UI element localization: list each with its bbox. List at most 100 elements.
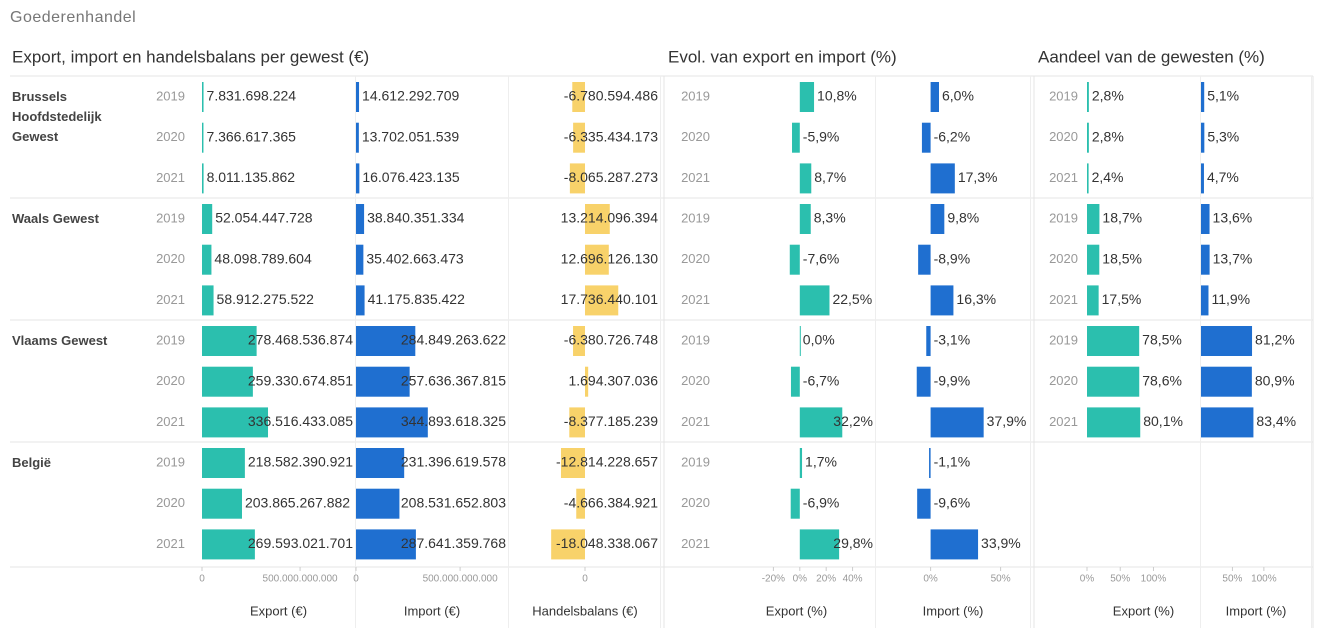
value-label: 278.468.536.874 [248,332,353,348]
value-label: 13.214.096.394 [561,210,659,226]
year-label: 2019 [681,332,710,347]
x-axis-label: Export (%) [766,603,827,618]
value-label: 336.516.433.085 [248,413,353,429]
x-tick-label: 0% [923,574,938,585]
value-label: 344.893.618.325 [401,413,506,429]
value-label: -8.065.287.273 [564,169,658,185]
value-label: -8.377.185.239 [564,413,658,429]
value-label: 11,9% [1211,291,1250,307]
bar [1201,244,1210,275]
value-label: -6,7% [803,372,840,388]
x-axis-label: Export (%) [1113,603,1174,618]
bar [202,204,213,234]
x-tick-label: 50% [1222,574,1242,585]
x-axis-label: Import (€) [404,603,460,618]
value-label: -6.780.594.486 [564,88,658,104]
year-label: 2019 [156,454,185,469]
year-label: 2021 [156,292,185,307]
bar [585,366,589,397]
bar [356,163,360,194]
bar [917,488,931,519]
bar [202,529,255,560]
bar [560,448,585,478]
bar [1201,285,1209,316]
bar [930,163,955,194]
bar [918,244,931,275]
year-label: 2019 [1049,210,1078,225]
year-label: 2019 [156,88,185,103]
value-label: 78,5% [1142,332,1182,348]
bar [1087,244,1100,275]
region-label: België [12,455,52,470]
bar [1087,82,1089,112]
value-label: 78,6% [1142,372,1182,388]
value-label: -5,9% [803,128,840,144]
year-label: 2020 [681,495,710,510]
value-label: 218.582.390.921 [248,454,353,470]
bar [930,82,939,112]
year-label: 2021 [681,292,710,307]
value-label: 18,5% [1102,250,1142,266]
year-label: 2021 [156,536,185,551]
x-tick-label: 100% [1251,574,1277,585]
value-label: 7.366.617.365 [206,128,296,144]
bar [551,529,585,560]
value-label: 16.076.423.135 [362,169,460,185]
year-label: 2020 [156,129,185,144]
value-label: 17,5% [1102,291,1142,307]
value-label: 80,9% [1255,372,1295,388]
value-label: 1,7% [805,454,837,470]
bar [356,82,360,112]
bar [799,529,840,560]
region-label: Waals Gewest [12,211,99,226]
value-label: 29,8% [833,535,873,551]
section-title: Evol. van export en import (%) [668,47,897,66]
x-axis-label: Import (%) [923,603,984,618]
value-label: 10,8% [817,88,857,104]
value-label: 287.641.359.768 [401,535,506,551]
value-label: 83,4% [1256,413,1296,429]
bar [356,204,365,234]
value-label: 33,9% [981,535,1021,551]
value-label: -6.380.726.748 [564,332,658,348]
bar [202,366,253,397]
bar [1201,326,1253,356]
bar [576,488,585,519]
x-tick-label: 0 [582,574,588,585]
x-axis-label: Export (€) [250,603,307,618]
year-label: 2020 [156,251,185,266]
bar [585,285,619,316]
year-label: 2020 [681,251,710,266]
x-tick-label: 50% [1110,574,1130,585]
bar [1087,285,1099,316]
value-label: -4.666.384.921 [564,494,658,510]
year-label: 2021 [156,414,185,429]
year-label: 2021 [1049,414,1078,429]
bar [202,407,269,438]
value-label: 32,2% [833,413,873,429]
value-label: -6,9% [803,494,840,510]
bar [356,488,400,519]
value-label: -9,6% [934,494,971,510]
bar [916,366,931,397]
value-label: 80,1% [1143,413,1183,429]
region-label: Brussels Hoofdstedelijk Gewest [12,89,102,144]
year-label: 2020 [156,495,185,510]
bar [930,204,945,234]
value-label: 13.702.051.539 [362,128,460,144]
year-label: 2019 [1049,332,1078,347]
value-label: 13,7% [1213,250,1253,266]
value-label: 208.531.652.803 [401,494,506,510]
bar [1201,366,1252,397]
bar [569,407,585,438]
bar [1087,163,1089,194]
bar [790,488,800,519]
bar [1087,122,1089,153]
bar [799,204,811,234]
bar [356,366,410,397]
bar [1201,407,1254,438]
year-label: 2019 [156,332,185,347]
bar [930,407,984,438]
x-tick-label: 40% [843,574,863,585]
